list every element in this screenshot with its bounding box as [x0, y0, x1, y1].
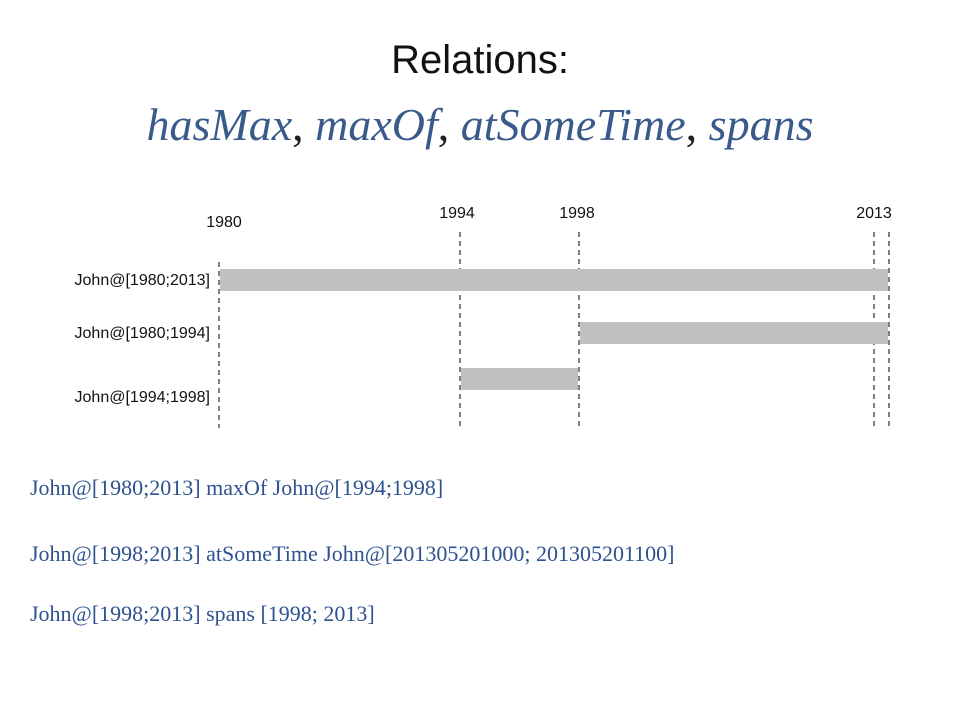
row-label-2: John@[1980;1994] [75, 325, 210, 342]
statement-spans: John@[1998;2013] spans [1998; 2013] [30, 601, 375, 626]
statement-atsometime: John@[1998;2013] atSomeTime John@[201305… [30, 541, 675, 566]
relation-hasmax: hasMax [146, 99, 293, 150]
relation-atsometime: atSomeTime [460, 99, 686, 150]
relation-spans: spans [708, 99, 814, 150]
separator: , [685, 99, 709, 150]
separator: , [437, 99, 461, 150]
tick-label-2013: 2013 [856, 205, 892, 222]
statement-maxof: John@[1980;2013] maxOf John@[1994;1998] [30, 475, 444, 500]
page-title: Relations: [391, 38, 569, 82]
relations-subtitle: hasMax, maxOf, atSomeTime, spans [0, 98, 960, 152]
separator: , [292, 99, 316, 150]
row-label-3: John@[1994;1998] [75, 389, 210, 406]
bar-row-3 [461, 368, 578, 390]
relation-maxof: maxOf [315, 99, 438, 150]
bar-row-1 [220, 269, 888, 291]
tick-label-1998: 1998 [559, 205, 595, 222]
bar-row-2 [580, 322, 888, 344]
tick-label-1980: 1980 [206, 214, 242, 231]
tick-label-1994: 1994 [439, 205, 475, 222]
row-label-1: John@[1980;2013] [75, 272, 210, 289]
